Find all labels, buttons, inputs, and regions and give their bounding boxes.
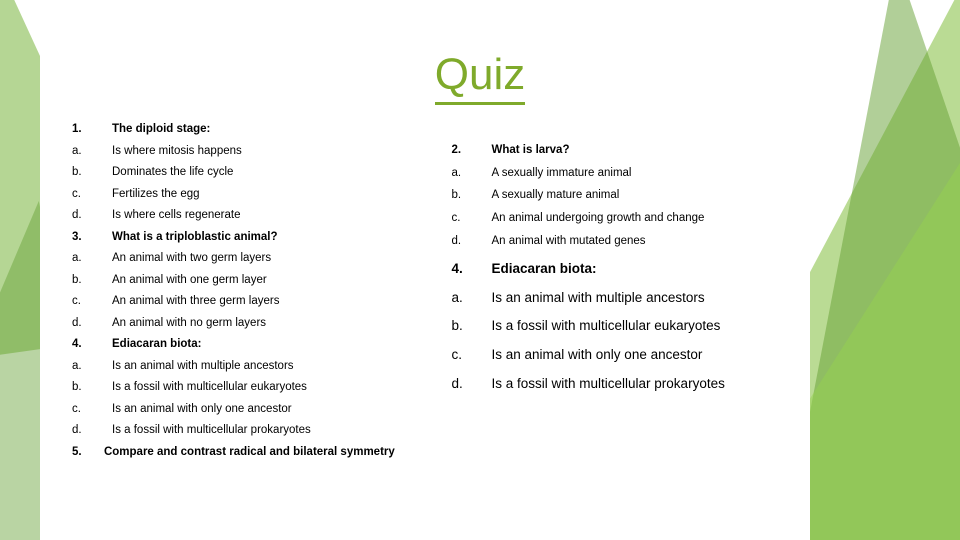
row-label: a. — [72, 251, 112, 267]
row-text: An animal with two germ layers — [112, 251, 424, 267]
question-row: 5. Compare and contrast radical and bila… — [72, 445, 424, 461]
question-4-group: 4.Ediacaran biota:a.Is an animal with mu… — [452, 259, 841, 393]
option-row: c.An animal undergoing growth and change — [452, 210, 841, 227]
row-text: Is a fossil with multicellular eukaryote… — [112, 380, 424, 396]
row-label: d. — [72, 208, 112, 224]
row-label: 3. — [72, 230, 112, 246]
row-label: b. — [72, 273, 112, 289]
content-area: 1.The diploid stage:a.Is where mitosis h… — [72, 122, 840, 530]
row-label: c. — [72, 187, 112, 203]
row-label: b. — [72, 165, 112, 181]
row-label: c. — [72, 294, 112, 310]
option-row: a.A sexually immature animal — [452, 165, 841, 182]
option-row: b.A sexually mature animal — [452, 187, 841, 204]
row-label: d. — [452, 374, 492, 394]
row-label: d. — [72, 423, 112, 439]
option-row: b.An animal with one germ layer — [72, 273, 424, 289]
row-text: The diploid stage: — [112, 122, 424, 138]
option-row: a.Is where mitosis happens — [72, 144, 424, 160]
row-text: Is a fossil with multicellular prokaryot… — [112, 423, 424, 439]
row-text: A sexually immature animal — [492, 165, 841, 182]
row-text: Is an animal with multiple ancestors — [492, 288, 841, 308]
right-column: 2.What is larva?a.A sexually immature an… — [452, 122, 841, 530]
row-label: a. — [72, 144, 112, 160]
option-row: b.Is a fossil with multicellular eukaryo… — [72, 380, 424, 396]
left-column: 1.The diploid stage:a.Is where mitosis h… — [72, 122, 424, 530]
row-text: What is a triploblastic animal? — [112, 230, 424, 246]
row-text: An animal undergoing growth and change — [492, 210, 841, 227]
option-row: d.Is where cells regenerate — [72, 208, 424, 224]
row-text: Ediacaran biota: — [112, 337, 424, 353]
option-row: c.Is an animal with only one ancestor — [452, 345, 841, 365]
row-label: d. — [452, 233, 492, 250]
row-label: 4. — [72, 337, 112, 353]
row-text: What is larva? — [492, 142, 841, 159]
option-row: d.An animal with mutated genes — [452, 233, 841, 250]
row-text: Compare and contrast radical and bilater… — [104, 446, 395, 458]
option-row: a.Is an animal with multiple ancestors — [452, 288, 841, 308]
question-2-group: 2.What is larva?a.A sexually immature an… — [452, 142, 841, 249]
row-text: Fertilizes the egg — [112, 187, 424, 203]
row-text: Dominates the life cycle — [112, 165, 424, 181]
row-label: c. — [72, 402, 112, 418]
row-label: 5. — [72, 446, 104, 458]
option-row: a.Is an animal with multiple ancestors — [72, 359, 424, 375]
row-label: 2. — [452, 142, 492, 159]
option-row: b.Dominates the life cycle — [72, 165, 424, 181]
row-text: Is where cells regenerate — [112, 208, 424, 224]
row-text: An animal with mutated genes — [492, 233, 841, 250]
option-row: c.Is an animal with only one ancestor — [72, 402, 424, 418]
row-text: Is an animal with only one ancestor — [492, 345, 841, 365]
row-text: Is a fossil with multicellular prokaryot… — [492, 374, 841, 394]
slide: Quiz 1.The diploid stage:a.Is where mito… — [0, 0, 960, 540]
row-label: a. — [452, 288, 492, 308]
row-text: Is where mitosis happens — [112, 144, 424, 160]
row-text: An animal with no germ layers — [112, 316, 424, 332]
row-text: Is an animal with only one ancestor — [112, 402, 424, 418]
question-row: 3.What is a triploblastic animal? — [72, 230, 424, 246]
slide-title: Quiz — [0, 50, 960, 105]
row-text: Is an animal with multiple ancestors — [112, 359, 424, 375]
row-label: c. — [452, 210, 492, 227]
option-row: d.Is a fossil with multicellular prokary… — [452, 374, 841, 394]
row-text: Is a fossil with multicellular eukaryote… — [492, 316, 841, 336]
row-label: d. — [72, 316, 112, 332]
question-row: 2.What is larva? — [452, 142, 841, 159]
option-row: b.Is a fossil with multicellular eukaryo… — [452, 316, 841, 336]
row-label: b. — [72, 380, 112, 396]
option-row: d.Is a fossil with multicellular prokary… — [72, 423, 424, 439]
question-row: 1.The diploid stage: — [72, 122, 424, 138]
title-text: Quiz — [435, 50, 525, 105]
row-label: b. — [452, 316, 492, 336]
row-text: An animal with three germ layers — [112, 294, 424, 310]
row-label: a. — [452, 165, 492, 182]
row-label: b. — [452, 187, 492, 204]
row-text: Ediacaran biota: — [492, 259, 841, 279]
row-text: A sexually mature animal — [492, 187, 841, 204]
option-row: c.An animal with three germ layers — [72, 294, 424, 310]
row-label: c. — [452, 345, 492, 365]
question-row: 4.Ediacaran biota: — [72, 337, 424, 353]
row-label: 4. — [452, 259, 492, 279]
option-row: c.Fertilizes the egg — [72, 187, 424, 203]
row-label: a. — [72, 359, 112, 375]
option-row: a.An animal with two germ layers — [72, 251, 424, 267]
question-row: 4.Ediacaran biota: — [452, 259, 841, 279]
option-row: d.An animal with no germ layers — [72, 316, 424, 332]
row-label: 1. — [72, 122, 112, 138]
row-text: An animal with one germ layer — [112, 273, 424, 289]
